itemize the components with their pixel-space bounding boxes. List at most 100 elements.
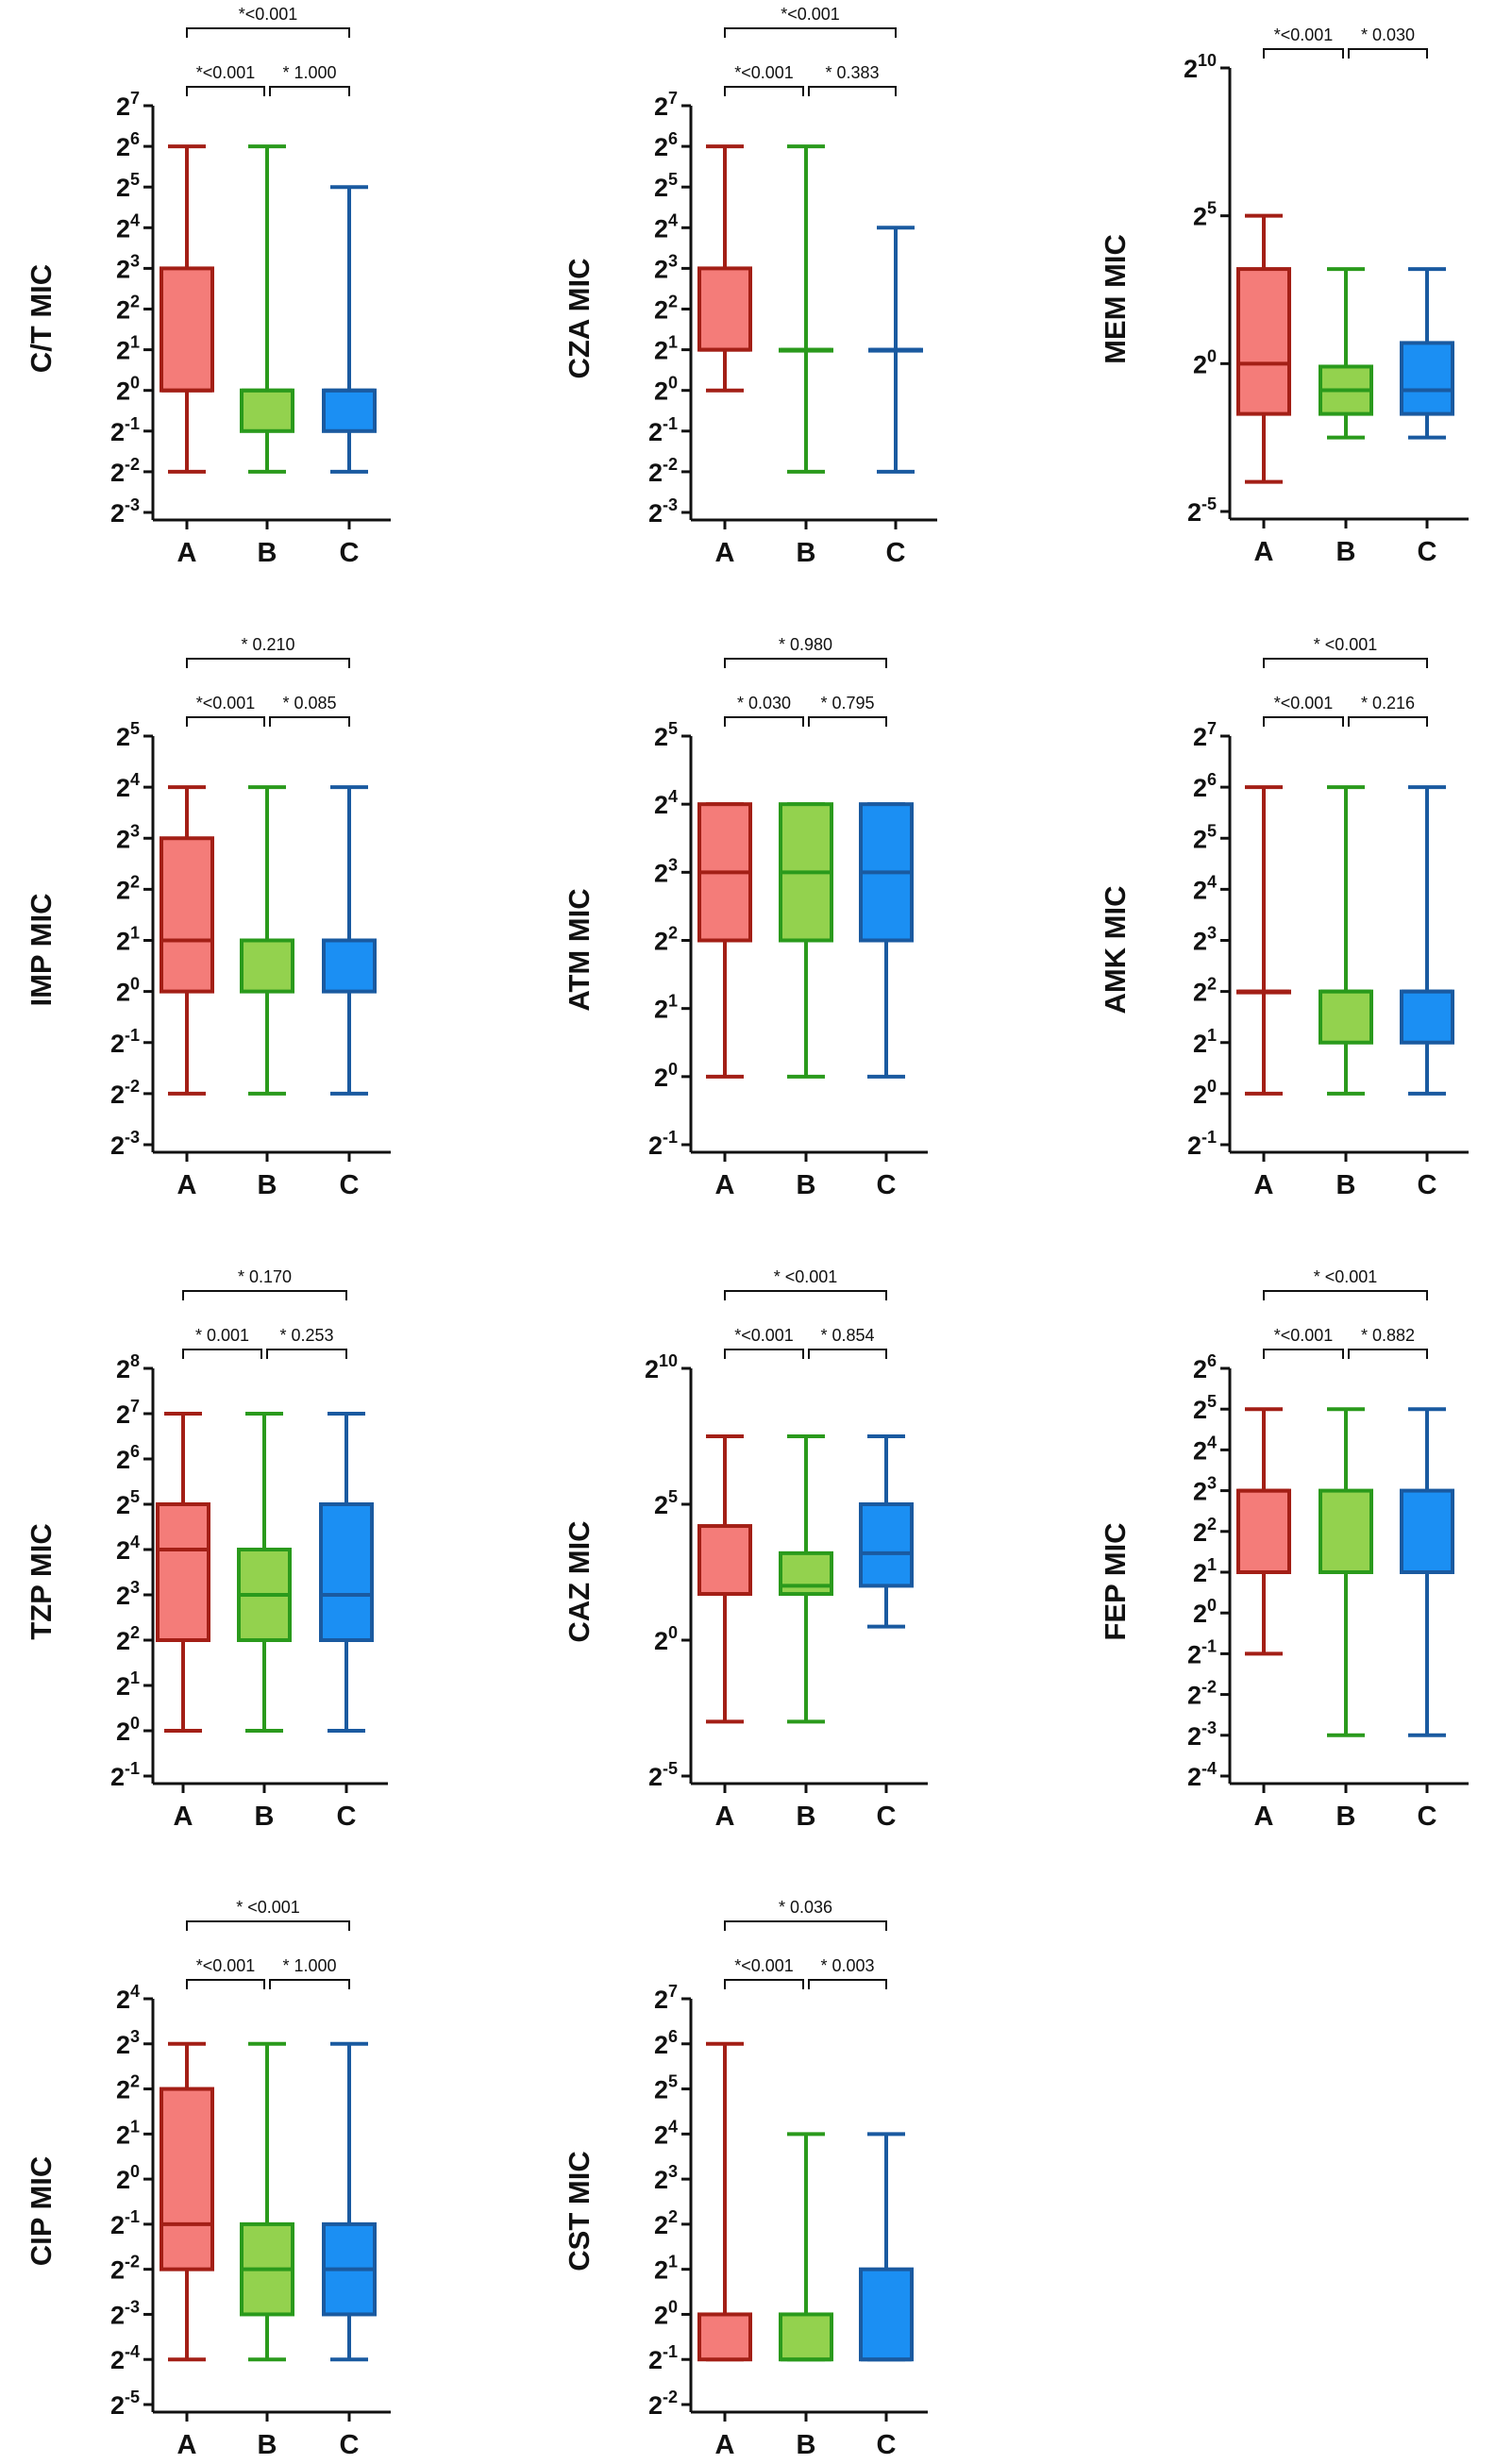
bracket-line — [724, 1349, 804, 1359]
y-tick-label: 25 — [116, 719, 140, 751]
y-tick-label: 2-5 — [110, 2388, 140, 2420]
iqr-box — [1400, 1488, 1454, 1574]
y-tick-label: 25 — [654, 719, 678, 751]
y-tick-label: 27 — [654, 1982, 678, 2014]
box-b — [240, 144, 294, 474]
x-tick-label-a: A — [177, 2430, 197, 2460]
box-c — [859, 2132, 914, 2362]
bracket-line — [269, 86, 350, 96]
x-tick-label-c: C — [340, 1170, 360, 1200]
significance-bracket: * 0.980 — [724, 635, 887, 668]
box-b — [240, 2041, 294, 2362]
bracket-line — [1348, 48, 1428, 59]
significance-bracket: *<0.001 — [724, 1326, 804, 1359]
box-b — [779, 2132, 833, 2362]
y-tick-label: 2-5 — [648, 1759, 678, 1791]
significance-bracket: *<0.001 — [186, 5, 350, 38]
y-tick-label: 24 — [1193, 1433, 1217, 1465]
bracket-line — [182, 1290, 347, 1300]
y-tick-label: 2-1 — [648, 2342, 678, 2374]
iqr-box — [1319, 989, 1373, 1045]
x-tick-label-b: B — [258, 538, 277, 568]
y-tick-label: 20 — [116, 975, 140, 1007]
box-c — [319, 1412, 374, 1733]
significance-bracket: *<0.001 — [724, 63, 804, 96]
y-tick-label: 2-5 — [1187, 494, 1217, 527]
y-tick-label: 24 — [116, 210, 140, 243]
iqr-box — [240, 388, 294, 433]
y-tick-label: 24 — [116, 1982, 140, 2014]
bracket-line — [724, 1979, 804, 1989]
bracket-line — [724, 27, 897, 38]
x-tick-label-a: A — [715, 1802, 735, 1832]
y-tick-label: 24 — [654, 210, 678, 243]
iqr-box — [240, 938, 294, 994]
y-tick-label: 23 — [116, 821, 140, 853]
p-value-label: *<0.001 — [734, 63, 794, 82]
iqr-box — [319, 1502, 374, 1642]
y-tick-label: 24 — [1193, 872, 1217, 904]
box-b — [779, 144, 833, 474]
x-tick-label-b: B — [797, 1170, 816, 1200]
y-tick-label: 20 — [116, 1714, 140, 1746]
iqr-box — [1236, 267, 1291, 416]
y-tick-label: 2-3 — [648, 495, 678, 528]
box-b — [237, 1412, 292, 1733]
p-value-label: * 0.795 — [820, 694, 874, 712]
iqr-box — [160, 836, 214, 994]
y-tick-label: 27 — [116, 89, 140, 121]
x-tick-label-a: A — [177, 1170, 197, 1200]
bracket-line — [182, 1349, 262, 1359]
y-tick-label: 20 — [654, 1060, 678, 1092]
bracket-line — [1263, 48, 1344, 59]
y-tick-label: 25 — [1193, 821, 1217, 853]
p-value-label: * 0.001 — [195, 1326, 249, 1345]
y-tick-label: 23 — [654, 855, 678, 887]
box-a — [697, 144, 752, 393]
y-tick-label: 23 — [116, 1578, 140, 1610]
x-tick-label-c: C — [1418, 1802, 1437, 1832]
x-tick-label-b: B — [255, 1802, 275, 1832]
x-tick-label-a: A — [174, 1802, 193, 1832]
p-value-label: * 0.882 — [1361, 1326, 1415, 1345]
p-value-label: * 0.210 — [241, 635, 294, 654]
panel-imp-mic: 2-3 2-2 2-1 20 21 22 23 24 25 A B C IMP MIC * 0.210 *<… — [25, 635, 391, 1200]
y-tick-label: 20 — [1193, 346, 1217, 378]
significance-bracket: * 1.000 — [269, 1956, 350, 1989]
y-axis-label: TZP MIC — [25, 1523, 58, 1639]
p-value-label: *<0.001 — [781, 5, 840, 24]
p-value-label: * 0.085 — [282, 694, 336, 712]
y-tick-label: 20 — [116, 2162, 140, 2194]
y-tick-label: 210 — [1184, 51, 1217, 83]
y-tick-label: 22 — [1193, 975, 1217, 1007]
panel-cst-mic: 2-2 2-1 20 21 22 23 24 25 26 27 A B C CST MIC * 0.036 *… — [563, 1898, 928, 2460]
y-tick-label: 22 — [654, 293, 678, 325]
y-tick-label: 21 — [654, 992, 678, 1024]
p-value-label: * 0.170 — [238, 1267, 292, 1286]
y-axis-label: FEP MIC — [1099, 1522, 1132, 1640]
p-value-label: * 0.030 — [737, 694, 791, 712]
y-axis-label: C/T MIC — [25, 264, 58, 373]
box-a — [1236, 785, 1291, 1096]
p-value-label: * 1.000 — [282, 63, 336, 82]
y-tick-label: 26 — [654, 129, 678, 161]
p-value-label: *<0.001 — [196, 694, 256, 712]
y-axis-label: ATM MIC — [563, 888, 596, 1011]
y-tick-label: 20 — [1193, 1077, 1217, 1109]
x-tick-label-b: B — [1336, 537, 1356, 567]
y-tick-label: 22 — [116, 1623, 140, 1655]
iqr-box — [322, 388, 377, 433]
significance-bracket: * <0.001 — [724, 1267, 887, 1300]
x-tick-label-c: C — [340, 2430, 360, 2460]
significance-bracket: * <0.001 — [1263, 1267, 1428, 1300]
significance-bracket: * 0.882 — [1348, 1326, 1428, 1359]
iqr-box — [859, 2267, 914, 2362]
x-tick-label-b: B — [797, 538, 816, 568]
y-tick-label: 23 — [1193, 924, 1217, 956]
bracket-line — [186, 1979, 265, 1989]
p-value-label: * <0.001 — [1314, 1267, 1378, 1286]
significance-bracket: *<0.001 — [1263, 694, 1344, 727]
y-tick-label: 25 — [1193, 199, 1217, 231]
y-tick-label: 26 — [654, 2027, 678, 2059]
